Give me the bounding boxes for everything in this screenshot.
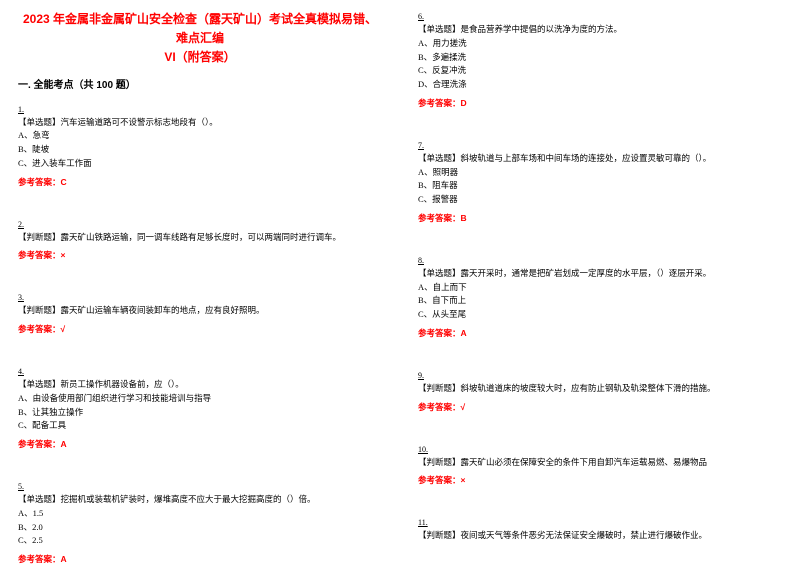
answer-value: B (461, 213, 467, 223)
question-stem: 【单选题】是食品营养学中提倡的以洗净为度的方法。 (418, 23, 782, 36)
answer-label: 参考答案： (418, 328, 461, 338)
question-option: A、急弯 (18, 129, 382, 142)
question-option: C、从头至尾 (418, 308, 782, 321)
answer-line: 参考答案：× (418, 474, 782, 486)
answer-label: 参考答案： (18, 324, 61, 334)
question-option: A、照明器 (418, 166, 782, 179)
answer-line: 参考答案：A (18, 438, 382, 450)
question-stem: 【判断题】斜坡轨道道床的坡度较大时，应有防止钢轨及轨梁整体下滑的措施。 (418, 382, 782, 395)
question-number: 10. (418, 445, 782, 454)
answer-label: 参考答案： (18, 439, 61, 449)
question-option: C、进入装车工作面 (18, 157, 382, 170)
answer-label: 参考答案： (418, 213, 461, 223)
answer-value: A (61, 554, 67, 564)
answer-label: 参考答案： (418, 402, 461, 412)
question-option: B、让其独立操作 (18, 406, 382, 419)
question-option: A、用力搓洗 (418, 37, 782, 50)
answer-line: 参考答案：√ (18, 323, 382, 335)
question-number: 6. (418, 12, 782, 21)
answer-line: 参考答案：D (418, 97, 782, 109)
question-option: D、合理洗涤 (418, 78, 782, 91)
question-stem: 【判断题】夜间或天气等条件恶劣无法保证安全爆破时，禁止进行爆破作业。 (418, 529, 782, 542)
question-option: B、多遍揉洗 (418, 51, 782, 64)
answer-line: 参考答案：C (18, 176, 382, 188)
question-option: B、陡坡 (18, 143, 382, 156)
answer-line: 参考答案：√ (418, 401, 782, 413)
question-option: B、2.0 (18, 521, 382, 534)
answer-label: 参考答案： (418, 475, 461, 485)
question-stem: 【判断题】露天矿山铁路运输，同一调车线路有足够长度时，可以两端同时进行调车。 (18, 231, 382, 244)
question-number: 1. (18, 105, 382, 114)
question-number: 11. (418, 518, 782, 527)
question-stem: 【判断题】露天矿山运输车辆夜间装卸车的地点，应有良好照明。 (18, 304, 382, 317)
title-line-2: VI（附答案） (164, 50, 235, 64)
question-option: C、2.5 (18, 534, 382, 547)
question-option: A、1.5 (18, 507, 382, 520)
question-option: C、报警器 (418, 193, 782, 206)
answer-label: 参考答案： (418, 98, 461, 108)
question-number: 3. (18, 293, 382, 302)
question-option: C、反复冲洗 (418, 64, 782, 77)
document-title: 2023 年金属非金属矿山安全检查（露天矿山）考试全真模拟易错、难点汇编 VI（… (18, 10, 382, 68)
answer-value: × (61, 250, 66, 260)
question-option: B、阻车器 (418, 179, 782, 192)
answer-value: A (461, 328, 467, 338)
page-container: 2023 年金属非金属矿山安全检查（露天矿山）考试全真模拟易错、难点汇编 VI（… (0, 0, 800, 565)
answer-value: C (61, 177, 67, 187)
left-column: 2023 年金属非金属矿山安全检查（露天矿山）考试全真模拟易错、难点汇编 VI（… (0, 0, 400, 565)
answer-line: 参考答案：A (18, 553, 382, 565)
answer-value: × (461, 475, 466, 485)
question-option: C、配备工具 (18, 419, 382, 432)
answer-value: A (61, 439, 67, 449)
question-stem: 【判断题】露天矿山必须在保障安全的条件下用自卸汽车运载易燃、易爆物品 (418, 456, 782, 469)
answer-line: 参考答案：A (418, 327, 782, 339)
answer-value: √ (61, 324, 66, 334)
question-number: 7. (418, 141, 782, 150)
question-stem: 【单选题】露天开采时，通常是把矿岩划成一定厚度的水平层，（）逐层开采。 (418, 267, 782, 280)
question-number: 4. (18, 367, 382, 376)
answer-label: 参考答案： (18, 250, 61, 260)
title-line-1: 2023 年金属非金属矿山安全检查（露天矿山）考试全真模拟易错、难点汇编 (23, 12, 377, 45)
question-number: 8. (418, 256, 782, 265)
section-heading: 一. 全能考点（共 100 题） (18, 76, 382, 91)
answer-label: 参考答案： (18, 554, 61, 564)
answer-value: D (461, 98, 467, 108)
answer-line: 参考答案：× (18, 249, 382, 261)
question-option: A、自上而下 (418, 281, 782, 294)
question-option: A、由设备使用部门组织进行学习和技能培训与指导 (18, 392, 382, 405)
answer-value: √ (461, 402, 466, 412)
right-column: 6. 【单选题】是食品营养学中提倡的以洗净为度的方法。 A、用力搓洗 B、多遍揉… (400, 0, 800, 565)
question-number: 9. (418, 371, 782, 380)
question-number: 5. (18, 482, 382, 491)
question-stem: 【单选题】汽车运输道路可不设警示标志地段有（）。 (18, 116, 382, 129)
question-option: B、自下而上 (418, 294, 782, 307)
question-stem: 【单选题】斜坡轨道与上部车场和中间车场的连接处，应设置灵敏可靠的（）。 (418, 152, 782, 165)
question-number: 2. (18, 220, 382, 229)
answer-label: 参考答案： (18, 177, 61, 187)
answer-line: 参考答案：B (418, 212, 782, 224)
question-stem: 【单选题】挖掘机或装载机铲装时，爆堆高度不应大于最大挖掘高度的（）倍。 (18, 493, 382, 506)
question-stem: 【单选题】新员工操作机器设备前，应（）。 (18, 378, 382, 391)
